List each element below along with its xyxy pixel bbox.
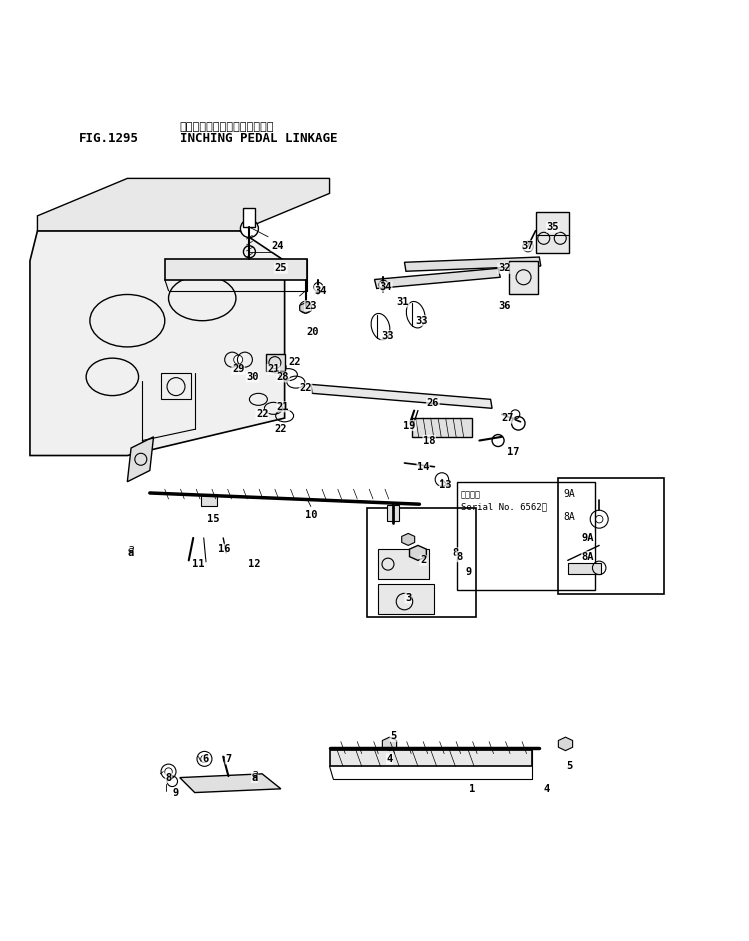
Bar [378,584,434,614]
Polygon shape [127,437,154,482]
Text: 15: 15 [207,514,219,524]
Text: 9A: 9A [563,489,575,500]
Polygon shape [374,268,500,289]
Bar [412,418,472,437]
Text: 30: 30 [246,372,258,382]
Bar [558,478,664,594]
Text: 26: 26 [427,398,439,408]
Bar [266,355,285,371]
Text: 20: 20 [307,327,319,337]
Text: 33: 33 [416,315,428,326]
Text: 37: 37 [522,241,534,251]
Text: INCHING PEDAL LINKAGE: INCHING PEDAL LINKAGE [180,132,337,145]
Text: 22: 22 [275,424,287,435]
Bar [568,563,601,574]
Bar [378,550,429,579]
Text: 2: 2 [420,555,426,566]
Polygon shape [180,774,281,792]
Text: 9: 9 [173,788,179,798]
Text: a: a [128,548,134,558]
Polygon shape [558,737,573,751]
Text: 16: 16 [219,544,231,554]
Text: a: a [251,769,258,779]
Text: 28: 28 [277,372,289,382]
Text: a: a [127,544,135,554]
Circle shape [240,219,258,237]
Bar [165,259,307,279]
Bar [367,508,476,616]
Text: 5: 5 [566,761,572,772]
Text: 21: 21 [277,402,289,412]
Text: 1: 1 [469,784,475,794]
Text: 8A: 8A [582,551,594,562]
Text: 12: 12 [249,559,261,569]
Circle shape [300,301,312,313]
Text: 25: 25 [275,263,287,273]
Text: 19: 19 [404,421,416,431]
Text: 35: 35 [547,222,559,232]
Text: 34: 34 [380,282,392,292]
Text: 17: 17 [507,447,519,456]
Bar [330,750,532,766]
Bar [509,261,538,295]
Text: 34: 34 [315,286,327,295]
Circle shape [165,768,172,775]
Text: 13: 13 [440,481,452,490]
Polygon shape [37,179,330,231]
Text: 8: 8 [456,551,462,562]
Circle shape [201,755,208,762]
Bar [201,494,217,506]
Text: 8A: 8A [563,512,575,521]
Text: 11: 11 [192,559,204,569]
Polygon shape [300,303,312,313]
Text: 21: 21 [267,364,279,375]
Text: 29: 29 [232,364,244,375]
Polygon shape [30,231,285,455]
Text: 22: 22 [256,409,268,420]
Text: Serial No. 6562〜: Serial No. 6562〜 [461,502,547,512]
Text: 10: 10 [305,510,317,520]
Text: 33: 33 [381,330,393,341]
Polygon shape [404,257,541,271]
Text: 32: 32 [498,263,510,273]
Bar [161,374,191,399]
Text: 8: 8 [166,773,172,783]
Polygon shape [401,534,415,546]
Text: 9: 9 [465,566,471,577]
Text: FIG.1295: FIG.1295 [79,132,139,145]
Text: 8: 8 [452,548,458,558]
Text: 9A: 9A [582,533,594,543]
Text: 5: 5 [390,731,396,742]
Text: 36: 36 [498,301,510,311]
Bar [387,505,399,521]
Text: 24: 24 [271,241,283,251]
Polygon shape [311,384,492,408]
Text: 4: 4 [544,784,550,794]
Circle shape [234,355,243,364]
Text: 31: 31 [397,297,409,307]
Text: 14: 14 [417,462,429,471]
Polygon shape [410,546,426,561]
Polygon shape [382,737,397,751]
Text: 22: 22 [300,383,312,393]
Text: 3: 3 [405,593,411,603]
Text: 4: 4 [386,754,392,764]
Bar [243,208,255,227]
Text: インチング　ペダルリンケージ: インチング ペダルリンケージ [180,122,274,133]
Text: 18: 18 [423,436,435,445]
Bar [457,482,595,590]
Text: 7: 7 [225,754,231,764]
Text: 6: 6 [203,754,209,764]
Text: 27: 27 [502,413,514,423]
Text: 23: 23 [305,301,317,311]
Text: 22: 22 [288,357,300,367]
Text: 適用号笪: 適用号笪 [461,490,481,500]
Text: a: a [252,773,258,783]
Bar [536,212,569,253]
